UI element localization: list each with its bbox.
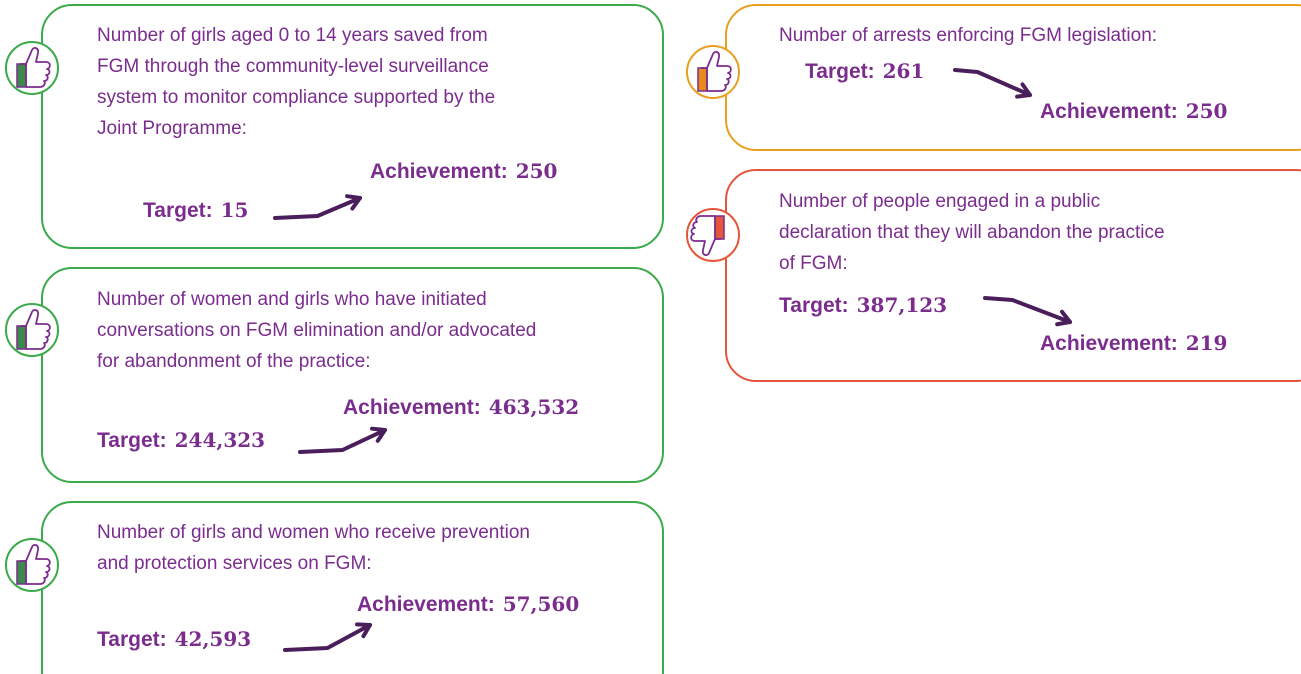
thumb [697,50,732,92]
description-line: of FGM: [779,253,848,274]
thumb-icon [686,208,740,262]
target-label: Target: [97,429,167,452]
achievement-value: 57,560 [503,592,580,616]
arrow [283,623,372,652]
target-label: Target: [143,199,213,222]
thumb [16,308,51,350]
target: Target: 42,593 [97,627,251,651]
hand [701,50,732,92]
arrow-head [345,194,362,211]
arrow [983,296,1072,324]
cuff [714,215,725,240]
target-value: 387,123 [857,293,947,317]
hand [690,215,721,257]
achievement-label: Achievement: [1040,100,1178,123]
description-line: Number of girls and women who receive pr… [97,522,530,543]
arrow [953,68,1032,97]
thumb-icon [5,41,59,95]
card [41,267,664,483]
description-line: FGM through the community-level surveill… [97,56,489,77]
description-line: and protection services on FGM: [97,553,372,574]
description-line: Number of people engaged in a public [779,191,1100,212]
achievement-value: 250 [516,159,558,183]
achievement: Achievement: 250 [1040,99,1227,123]
icon-circle [686,208,740,262]
achievement: Achievement: 463,532 [343,395,579,419]
arrow-head [1015,82,1032,99]
target: Target: 387,123 [779,293,947,317]
description-line: Joint Programme: [97,118,247,139]
card [725,169,1301,382]
achievement: Achievement: 219 [1040,331,1227,355]
description-line: system to monitor compliance supported b… [97,87,495,108]
cuff [16,63,27,88]
achievement-label: Achievement: [370,160,508,183]
achievement: Achievement: 57,560 [357,592,579,616]
description-line: declaration that they will abandon the p… [779,222,1165,243]
arrow-head [1055,309,1072,327]
target-label: Target: [97,628,167,651]
achievement: Achievement: 250 [370,159,557,183]
target: Target: 15 [143,198,248,222]
achievement-value: 250 [1186,99,1228,123]
achievement-value: 463,532 [489,395,579,419]
hand [20,543,51,585]
description-line: Number of girls aged 0 to 14 years saved… [97,25,488,46]
description-line: for abandonment of the practice: [97,351,371,372]
thumb-icon [686,45,740,99]
thumb [16,543,51,585]
cuff [16,325,27,350]
achievement-value: 219 [1186,331,1228,355]
thumb-icon [5,538,59,592]
card [41,4,664,249]
target-value: 244,323 [175,428,265,452]
target: Target: 261 [805,59,924,83]
thumb [690,215,725,257]
hand [20,308,51,350]
card [41,501,664,674]
achievement-label: Achievement: [343,396,481,419]
cuff [16,560,27,585]
thumb-icon [5,303,59,357]
target: Target: 244,323 [97,428,265,452]
arrow [273,196,362,220]
target-value: 15 [221,198,249,222]
achievement-label: Achievement: [357,593,495,616]
target-value: 261 [883,59,925,83]
hand [20,46,51,88]
target-value: 42,593 [175,627,252,651]
target-label: Target: [779,294,849,317]
description-line: conversations on FGM elimination and/or … [97,320,536,341]
cuff [697,67,708,92]
arrow-head [355,622,372,639]
description-line: Number of women and girls who have initi… [97,289,487,310]
target-label: Target: [805,60,875,83]
thumb [16,46,51,88]
arrow [298,428,387,454]
description-line: Number of arrests enforcing FGM legislat… [779,25,1157,46]
arrow-head [370,426,387,443]
achievement-label: Achievement: [1040,332,1178,355]
